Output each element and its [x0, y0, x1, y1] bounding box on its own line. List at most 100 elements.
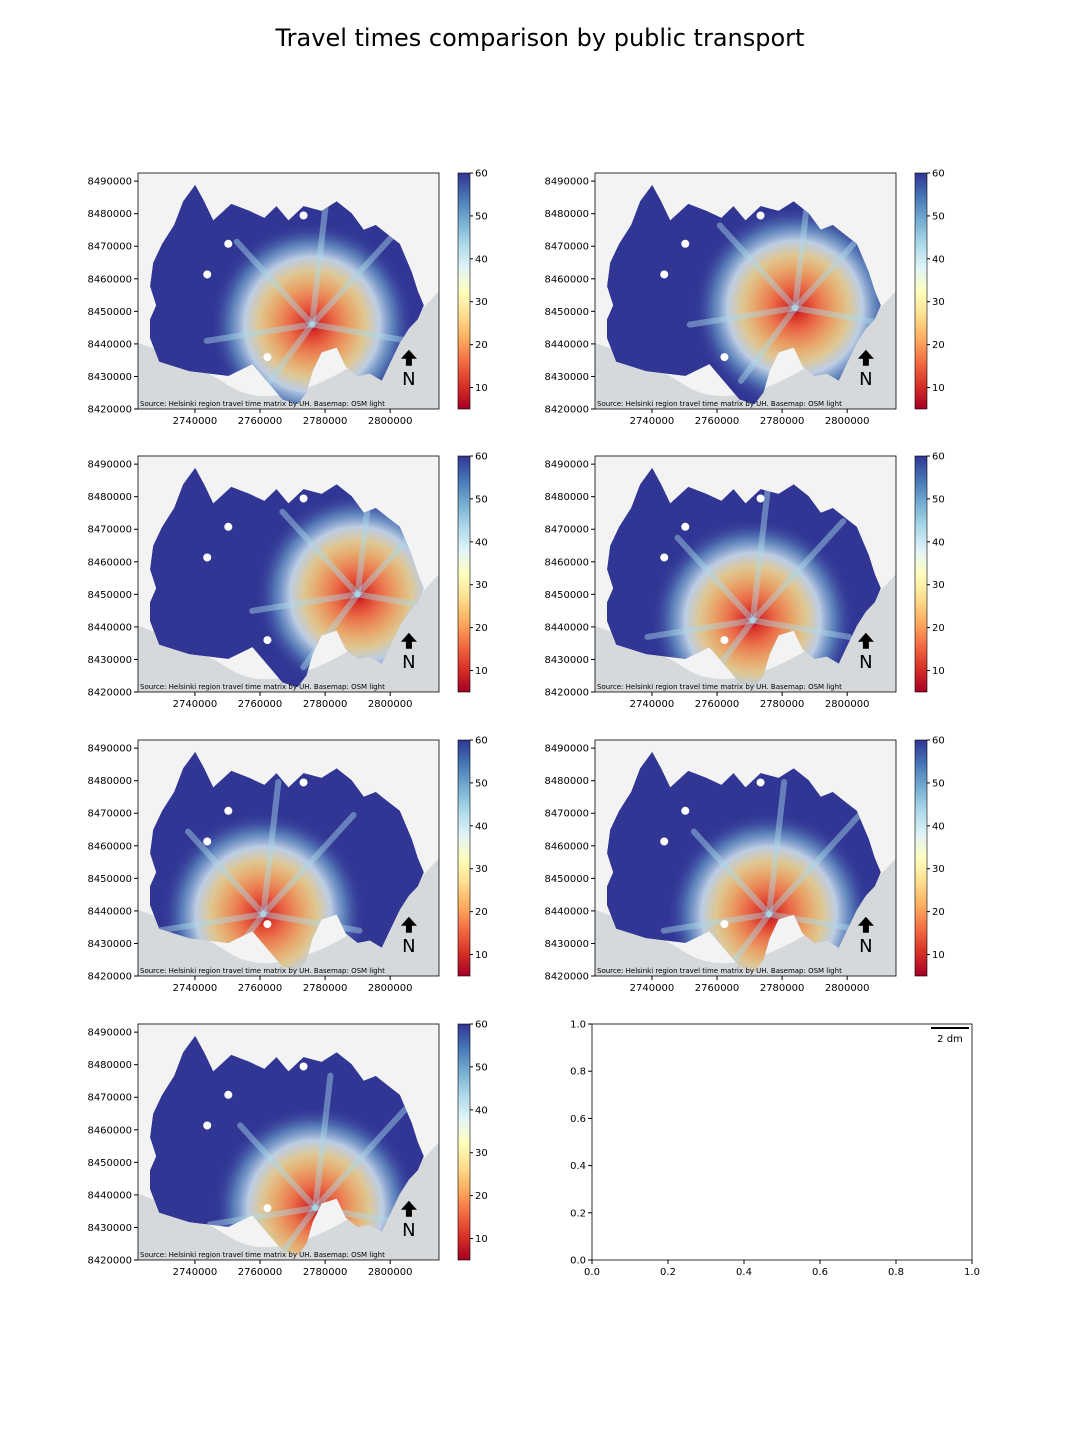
colorbar-tick-label: 60 — [475, 736, 488, 747]
colorbar-tick-label: 10 — [932, 950, 945, 961]
axes-frame — [137, 1023, 440, 1261]
colorbar-tick-label: 30 — [932, 297, 945, 308]
colorbar-tick-label: 20 — [932, 907, 945, 918]
transit-corridor — [766, 812, 863, 918]
no-data-gap — [756, 778, 765, 787]
travel-time-grid — [150, 467, 424, 688]
source-attribution: Source: Helsinki region travel time matr… — [140, 1251, 385, 1259]
y-tick-label: 8470000 — [87, 809, 132, 820]
transit-corridor — [260, 911, 363, 934]
colorbar-tick-label: 20 — [932, 623, 945, 634]
y-tick-label: 8450000 — [544, 590, 589, 601]
y-tick-label: 8440000 — [87, 1190, 132, 1201]
y-tick-label: 8450000 — [544, 874, 589, 885]
axes-frame — [137, 739, 440, 977]
colorbar-tick-label: 40 — [932, 821, 945, 832]
colorbar-tick-label: 60 — [475, 169, 488, 180]
y-tick-label: 8460000 — [544, 274, 589, 285]
y-tick-label: 8460000 — [544, 557, 589, 568]
map-panels: N Source: Helsinki region travel time mat… — [87, 169, 980, 1279]
x-tick-label: 0.2 — [660, 1267, 676, 1278]
transit-corridor — [749, 617, 853, 640]
colorbar-tick-label: 10 — [475, 950, 488, 961]
y-tick-label: 8420000 — [544, 972, 589, 983]
x-tick-label: 2800000 — [368, 1267, 413, 1278]
colorbar-tick-label: 10 — [932, 383, 945, 394]
y-tick-label: 8490000 — [544, 460, 589, 471]
x-tick-label: 2780000 — [760, 699, 805, 710]
y-tick-label: 8450000 — [544, 307, 589, 318]
basemap — [138, 173, 439, 409]
y-tick-label: 8450000 — [87, 307, 132, 318]
y-tick-label: 8480000 — [87, 492, 132, 503]
no-data-gap — [299, 494, 308, 503]
axes-frame — [594, 172, 897, 410]
colorbar-tick-label: 30 — [475, 1148, 488, 1159]
y-tick-label: 8420000 — [544, 688, 589, 699]
basemap — [138, 740, 439, 976]
north-label: N — [402, 652, 415, 673]
y-tick-label: 8430000 — [87, 1223, 132, 1234]
source-attribution: Source: Helsinki region travel time matr… — [140, 683, 385, 691]
colorbar-tick-label: 10 — [475, 666, 488, 677]
colorbar-tick-label: 60 — [932, 169, 945, 180]
transit-corridor — [260, 812, 357, 918]
transit-corridor — [260, 778, 282, 918]
y-tick-label: 0.0 — [570, 1256, 586, 1267]
no-data-gap — [756, 494, 765, 503]
y-tick-label: 8490000 — [544, 177, 589, 188]
north-arrow-icon — [857, 349, 874, 366]
basemap — [595, 740, 896, 976]
y-tick-label: 8470000 — [544, 242, 589, 253]
y-tick-label: 8480000 — [544, 209, 589, 220]
colorbar-tick-label: 40 — [475, 254, 488, 265]
x-tick-label: 2780000 — [760, 983, 805, 994]
no-data-gap — [263, 353, 272, 362]
north-label: N — [402, 936, 415, 957]
y-tick-label: 8470000 — [87, 242, 132, 253]
colorbar-tick-label: 30 — [932, 580, 945, 591]
x-tick-label: 2760000 — [695, 699, 740, 710]
x-tick-label: 2800000 — [368, 416, 413, 427]
transit-corridor — [206, 1204, 319, 1228]
map-panel-1: N Source: Helsinki region travel time mat… — [87, 169, 487, 428]
y-tick-label: 8420000 — [87, 405, 132, 416]
y-tick-label: 8420000 — [544, 405, 589, 416]
transit-corridor — [644, 617, 756, 640]
y-tick-label: 0.4 — [570, 1161, 586, 1172]
figure-title: Travel times comparison by public transp… — [275, 24, 805, 52]
x-tick-label: 0.8 — [888, 1267, 904, 1278]
no-data-gap — [203, 837, 212, 846]
no-data-gap — [224, 522, 233, 531]
transit-corridor — [749, 485, 771, 624]
source-attribution: Source: Helsinki region travel time matr… — [597, 400, 842, 408]
basemap-water — [138, 574, 439, 692]
x-tick-label: 2760000 — [238, 983, 283, 994]
colorbar-tick-label: 20 — [475, 907, 488, 918]
colorbar — [457, 172, 471, 410]
colorbar-tick-label: 60 — [475, 1020, 488, 1031]
x-tick-label: 2760000 — [238, 699, 283, 710]
colorbar-tick-label: 50 — [932, 494, 945, 505]
x-tick-label: 2800000 — [825, 699, 870, 710]
y-tick-label: 8490000 — [87, 177, 132, 188]
no-data-gap — [660, 837, 669, 846]
transit-corridor — [233, 238, 316, 328]
basemap-water — [595, 858, 896, 976]
colorbar — [457, 739, 471, 977]
no-data-gap — [224, 1090, 233, 1099]
y-tick-label: 8450000 — [87, 874, 132, 885]
colorbar — [457, 455, 471, 693]
colorbar-tick-label: 40 — [932, 537, 945, 548]
transit-corridor — [749, 518, 847, 624]
colorbar-tick-label: 30 — [475, 297, 488, 308]
x-tick-label: 2740000 — [630, 983, 675, 994]
x-tick-label: 0.6 — [812, 1267, 828, 1278]
x-tick-label: 2740000 — [173, 416, 218, 427]
colorbar-tick-label: 40 — [475, 537, 488, 548]
y-tick-label: 8460000 — [87, 274, 132, 285]
y-tick-label: 8480000 — [544, 776, 589, 787]
no-data-gap — [720, 353, 729, 362]
empty-axes-panel: 0.0 0.2 0.4 0.6 0.8 1.0 0.0 0.2 0.4 0.6 0.8 1.0 2 dm — [570, 1020, 980, 1279]
